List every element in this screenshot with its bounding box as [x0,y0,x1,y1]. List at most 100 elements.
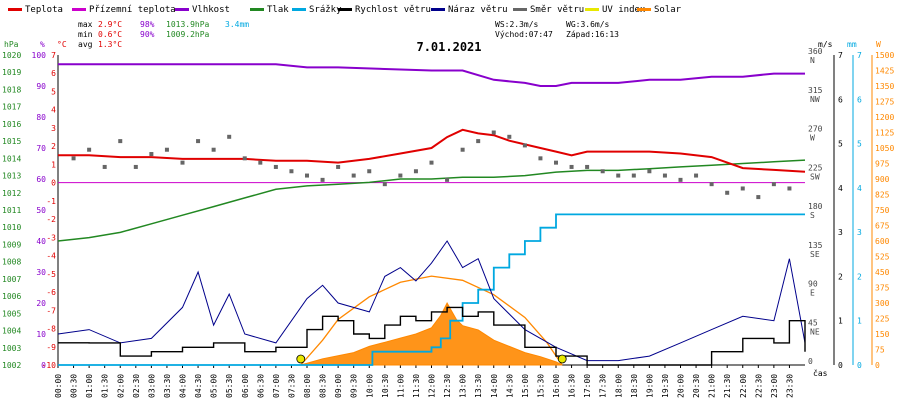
wind-dir-point-3 [118,139,123,144]
wind-dir-point-27 [491,130,496,135]
humidity-line [58,63,805,87]
wind-dir-point-14 [289,169,294,174]
plot-area [57,63,806,366]
stats-block: max 2.9°C 98% 1013.9hPa 3.4mm min 0.6°C 90% 1009… [78,20,249,49]
x-tick-06:00: 06:00 [241,374,250,398]
temperature-line [58,128,806,173]
x-tick-23:30: 23:30 [785,374,794,398]
pct-tick-30: 30 [36,268,46,277]
x-tick-01:30: 01:30 [101,374,110,398]
hpa-tick-1008: 1008 [2,258,21,267]
wind-dir-point-16 [320,177,325,182]
wind-dir-point-21 [398,173,403,178]
x-tick-17:00: 17:00 [583,374,592,398]
wind-gust-line [57,240,806,362]
wind-dir-point-17 [336,164,341,169]
info-wg: WG:3.6m/s [566,20,610,29]
w-tick-600: 600 [875,237,890,246]
dir-tick-name-SE: SE [810,250,820,259]
x-tick-11:00: 11:00 [396,374,405,398]
pct-axis-title: % [40,40,45,49]
legend-label-3: Tlak [267,5,289,15]
wind-dir-point-38 [662,173,667,178]
temp-tick--8: -8 [46,325,56,334]
mm-tick-7: 7 [857,51,862,60]
x-tick-21:30: 21:30 [723,374,732,398]
stats-pressure-min: 1009.2hPa [166,30,210,39]
temp-tick--6: -6 [46,288,56,297]
wind-dir-point-30 [538,156,543,161]
wind-dir-point-6 [164,147,169,152]
x-tick-12:30: 12:30 [443,374,452,398]
x-tick-06:30: 06:30 [256,374,265,398]
wind-dir-point-0 [71,156,76,161]
stats-temp-min: 0.6°C [98,30,122,39]
x-tick-01:00: 01:00 [85,374,94,398]
temp-tick--4: -4 [46,252,56,261]
w-tick-975: 975 [875,160,890,169]
wind-dir-point-1 [87,147,92,152]
stats-humidity-min: 90% [140,30,155,39]
w-tick-900: 900 [875,175,890,184]
temp-axis-title: °C [57,40,67,49]
hpa-tick-1003: 1003 [2,344,21,353]
dir-tick-name-N: N [810,56,815,65]
legend-swatch-6 [431,8,445,11]
hpa-tick-1002: 1002 [2,361,21,370]
wind-dir-point-23 [429,160,434,165]
wind-dir-point-7 [180,160,185,165]
pct-tick-40: 40 [36,237,46,246]
ms-tick-2: 2 [838,272,843,281]
x-tick-16:00: 16:00 [552,374,561,398]
wind-speed-line [58,306,806,366]
x-tick-10:00: 10:00 [365,374,374,398]
wind-dir-point-12 [258,160,263,165]
w-tick-1500: 1500 [875,51,894,60]
ms-tick-6: 6 [838,95,843,104]
x-tick-02:00: 02:00 [116,374,125,398]
w-tick-300: 300 [875,299,890,308]
wind-dir-point-39 [678,177,683,182]
x-tick-09:00: 09:00 [334,374,343,398]
wind-dir-point-22 [413,169,418,174]
wind-dir-point-37 [647,169,652,174]
stats-humidity-max: 98% [140,20,155,29]
legend-swatch-2 [175,8,189,11]
w-tick-75: 75 [875,346,885,355]
hpa-tick-1007: 1007 [2,275,21,284]
stats-pressure-max: 1013.9hPa [166,20,210,29]
legend-swatch-4 [292,8,306,11]
temp-tick-0: 0 [51,179,56,188]
temp-tick-2: 2 [51,142,56,151]
dir-tick-360: 360 [808,47,823,56]
pct-tick-100: 100 [32,51,47,60]
info-ws: WS:2.3m/s [495,20,539,29]
temp-tick--7: -7 [46,306,56,315]
pct-tick-0: 0 [41,361,46,370]
legend-label-7: Směr větru [530,5,584,15]
x-tick-05:00: 05:00 [210,374,219,398]
x-tick-16:30: 16:30 [568,374,577,398]
hpa-tick-1013: 1013 [2,172,21,181]
temp-tick-1: 1 [51,160,56,169]
legend-label-8: UV index [602,5,646,15]
dir-tick-name-S: S [810,211,815,220]
wind-dir-point-11 [242,156,247,161]
x-tick-11:30: 11:30 [412,374,421,398]
wind-dir-point-44 [756,195,761,200]
x-tick-10:30: 10:30 [381,374,390,398]
w-tick-1200: 1200 [875,113,894,122]
pct-tick-60: 60 [36,175,46,184]
wind-dir-point-24 [445,177,450,182]
legend-swatch-8 [585,8,599,11]
x-tick-13:00: 13:00 [459,374,468,398]
wind-dir-point-4 [133,164,138,169]
x-tick-00:30: 00:30 [70,374,79,398]
x-tick-14:00: 14:00 [490,374,499,398]
hpa-tick-1015: 1015 [2,137,21,146]
legend-swatch-5 [338,8,352,11]
legend-label-6: Náraz větru [448,5,508,15]
legend-swatch-9 [637,8,651,11]
hpa-tick-1010: 1010 [2,223,21,232]
